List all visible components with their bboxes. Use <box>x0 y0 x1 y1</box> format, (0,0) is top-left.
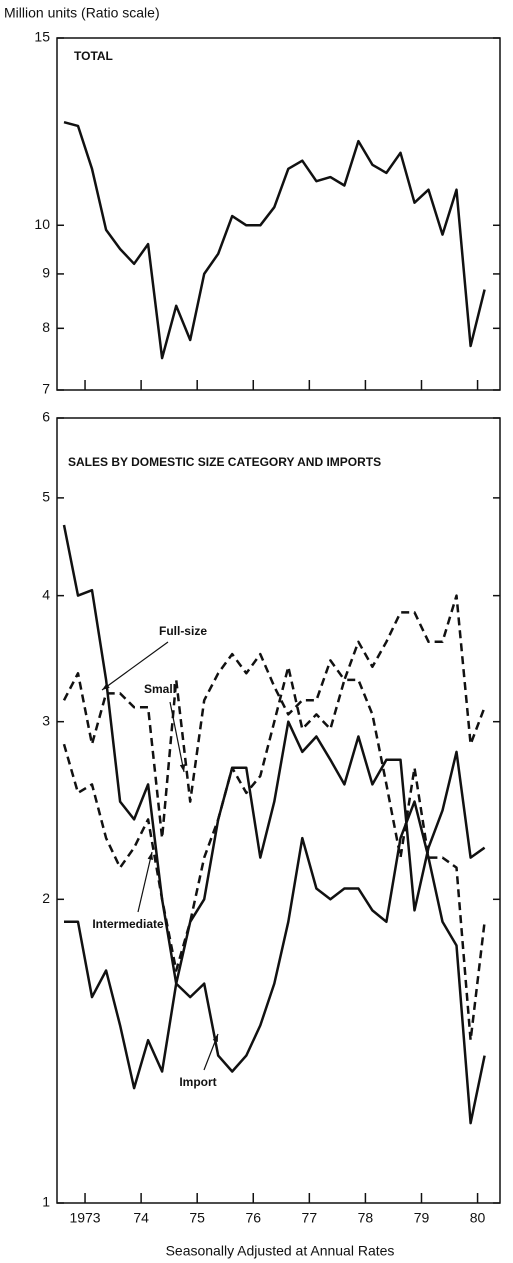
y-tick-label: 2 <box>42 890 50 906</box>
arrow-head <box>147 852 153 860</box>
panel-title: SALES BY DOMESTIC SIZE CATEGORY AND IMPO… <box>68 455 381 469</box>
series-annotation: Intermediate <box>92 917 164 931</box>
x-tick-label: 79 <box>414 1210 430 1226</box>
annotation-arrow <box>169 701 185 773</box>
y-tick-label: 4 <box>42 586 50 602</box>
y-tick-label: 15 <box>34 29 50 45</box>
annotation-arrow <box>101 641 169 691</box>
plot-frame <box>56 417 501 1204</box>
y-tick-label: 10 <box>34 216 50 232</box>
series-line <box>62 594 486 840</box>
series-annotation: Small <box>144 682 176 696</box>
x-tick-label: 77 <box>302 1210 318 1226</box>
arrow-head <box>102 683 110 690</box>
y-tick-label: 1 <box>42 1194 50 1210</box>
annotation-arrow <box>137 851 153 913</box>
y-tick-label: 8 <box>42 319 50 335</box>
arrow-head <box>179 764 186 772</box>
series-line <box>62 665 486 1042</box>
series-line <box>63 120 486 360</box>
series-line <box>62 524 486 985</box>
x-axis-label: Seasonally Adjusted at Annual Rates <box>166 1243 395 1259</box>
y-tick-label: 5 <box>42 489 50 505</box>
x-tick-label: 78 <box>358 1210 374 1226</box>
y-axis-label: Million units (Ratio scale) <box>4 5 160 21</box>
series-annotation: Import <box>179 1075 216 1089</box>
series-line <box>64 800 486 1125</box>
x-tick-label: 74 <box>133 1210 149 1226</box>
y-tick-label: 3 <box>42 712 50 728</box>
y-tick-label: 7 <box>42 381 50 397</box>
x-tick-label: 76 <box>245 1210 261 1226</box>
y-tick-label: 9 <box>42 265 50 281</box>
x-tick-label: 75 <box>189 1210 205 1226</box>
panel-title: TOTAL <box>74 49 113 63</box>
plot-frame <box>56 37 501 391</box>
arrow-head <box>212 1034 218 1042</box>
x-tick-label: 1973 <box>69 1210 100 1226</box>
x-tick-label: 80 <box>470 1210 486 1226</box>
y-tick-label: 6 <box>42 409 50 425</box>
series-annotation: Full-size <box>159 624 207 638</box>
